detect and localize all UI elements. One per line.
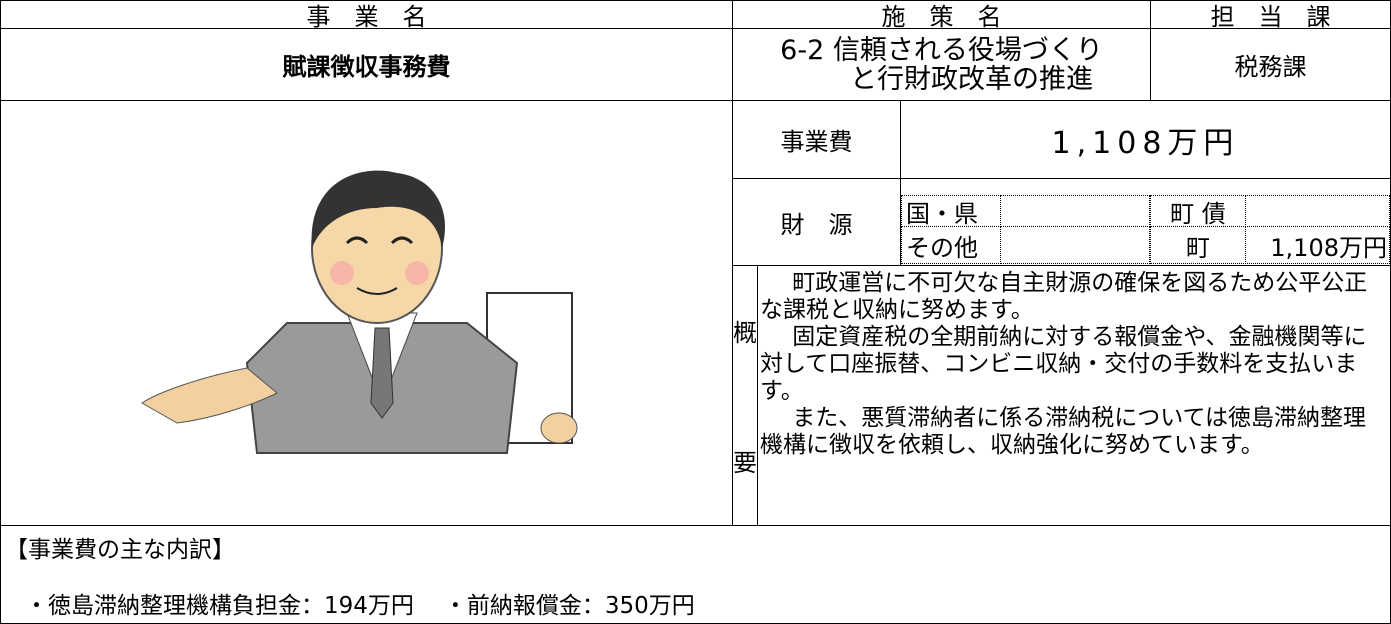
summary-label: 概 要 bbox=[732, 265, 758, 526]
breakdown: 【事業費の主な内訳】 ・徳島滞納整理機構負担金：194万円 ・前納報償金：350… bbox=[0, 525, 1391, 624]
illustration-cell bbox=[0, 100, 733, 526]
summary-paragraph: また、悪質滞納者に係る滞納税については徳島滞納整理機構に徴収を依頼し、収納強化に… bbox=[760, 405, 1367, 458]
breakdown-item: ・前納報償金：350万円 bbox=[443, 593, 695, 619]
summary-paragraph: 固定資産税の全期前納に対する報償金や、金融機関等に対して口座振替、コンビニ収納・… bbox=[760, 324, 1367, 404]
breakdown-item: ・徳島滞納整理機構負担金：194万円 bbox=[25, 593, 414, 619]
policy: 6-2 信頼される役場づくり と行財政改革の推進 bbox=[732, 28, 1151, 101]
funding-item-label: 国・県 bbox=[901, 195, 1001, 228]
funding-item-value bbox=[1000, 226, 1150, 264]
department: 税務課 bbox=[1150, 28, 1391, 101]
summary-label-char: 要 bbox=[733, 448, 757, 477]
funding-item-label: その他 bbox=[901, 226, 1001, 264]
cost-value: 1,108万円 bbox=[900, 100, 1391, 179]
summary-text: 町政運営に不可欠な自主財源の確保を図るため公平公正な課税と収納に努めます。 固定… bbox=[757, 265, 1391, 526]
policy-line: 6-2 信頼される役場づくり bbox=[780, 34, 1103, 66]
funding-item-value bbox=[1000, 195, 1150, 227]
funding-label: 財 源 bbox=[732, 178, 901, 266]
header-policy-label: 施 策 名 bbox=[732, 0, 1151, 31]
summary-paragraph: 町政運営に不可欠な自主財源の確保を図るため公平公正な課税と収納に努めます。 bbox=[760, 270, 1368, 323]
breakdown-title: 【事業費の主な内訳】 bbox=[5, 537, 235, 563]
funding-item-label: 町 債 bbox=[1150, 195, 1246, 228]
funding-item-value: 1,108万円 bbox=[1245, 226, 1390, 264]
summary-label-char: 概 bbox=[733, 319, 757, 348]
illustration bbox=[140, 170, 577, 454]
funding-item-label: 町 bbox=[1150, 226, 1246, 264]
header-department-label: 担 当 課 bbox=[1150, 0, 1391, 31]
breakdown-items: ・徳島滞納整理機構負担金：194万円 ・前納報償金：350万円 bbox=[5, 586, 1390, 620]
business-name: 賦課徴収事務費 bbox=[0, 28, 733, 101]
funding-item-value bbox=[1245, 195, 1390, 227]
cost-label: 事業費 bbox=[732, 100, 901, 179]
header-business-label: 事 業 名 bbox=[0, 0, 733, 31]
policy-line: と行財政改革の推進 bbox=[850, 63, 1093, 95]
